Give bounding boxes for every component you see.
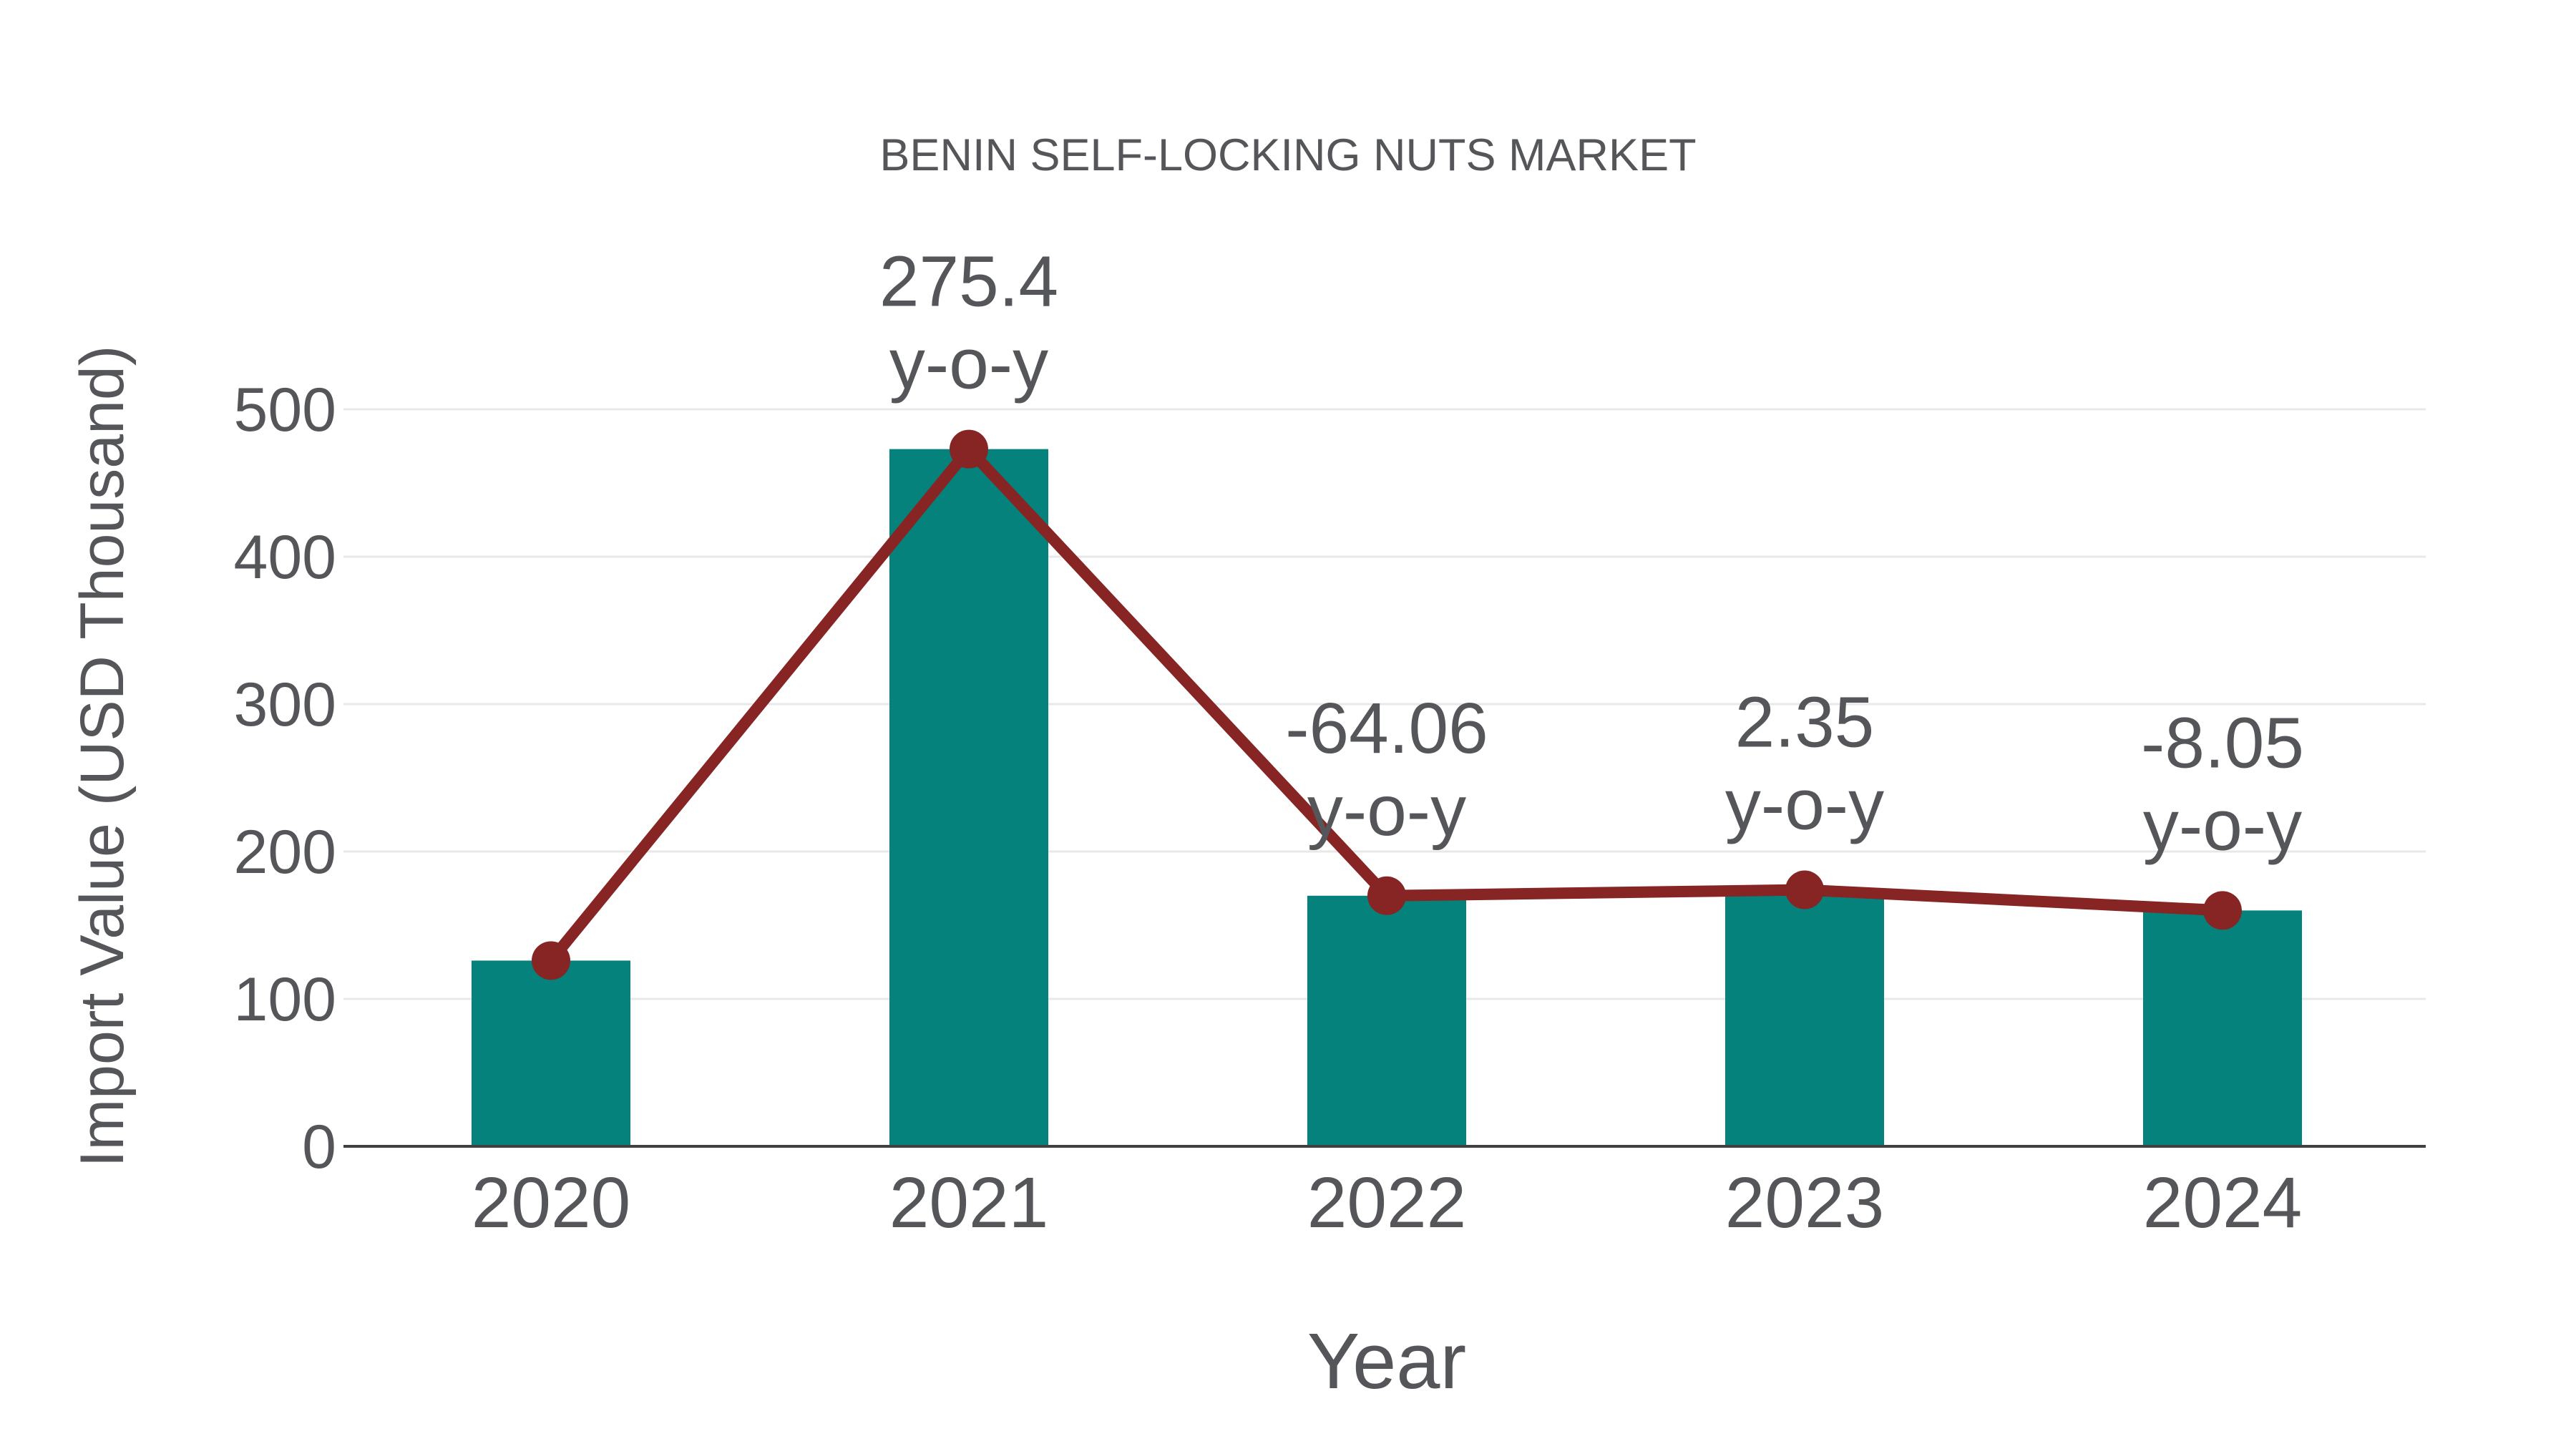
chart-title: BENIN SELF-LOCKING NUTS MARKET	[879, 130, 1696, 180]
x-axis-title: Year	[1307, 1317, 1466, 1405]
y-axis-title: Import Value (USD Thousand)	[68, 346, 137, 1168]
bar-2024	[2143, 910, 2302, 1146]
annotation-2022-value: -64.06	[1285, 688, 1488, 769]
y-tick-label-0: 0	[302, 1113, 336, 1181]
data-point-2020	[532, 941, 570, 980]
x-tick-label-2023: 2023	[1725, 1163, 1884, 1243]
annotation-2023-value: 2.35	[1735, 683, 1875, 763]
y-tick-label-100: 100	[234, 965, 337, 1034]
annotations-group: 275.4y-o-y-64.06y-o-y2.35y-o-y-8.05y-o-y	[879, 242, 2304, 866]
x-tick-label-2022: 2022	[1307, 1163, 1466, 1243]
y-tick-label-400: 400	[234, 523, 337, 592]
y-tick-label-300: 300	[234, 670, 337, 739]
bar-2020	[472, 960, 630, 1146]
bars-group	[472, 449, 2302, 1146]
annotation-2024-value: -8.05	[2141, 703, 2304, 783]
markers-group	[532, 429, 2242, 980]
annotation-2021-suffix: y-o-y	[889, 324, 1048, 404]
annotation-2023-suffix: y-o-y	[1725, 765, 1884, 845]
x-tick-label-2020: 2020	[472, 1163, 630, 1243]
annotation-2021-value: 275.4	[879, 242, 1058, 322]
annotation-2024-suffix: y-o-y	[2143, 785, 2302, 865]
x-tick-label-2021: 2021	[889, 1163, 1048, 1243]
annotation-2022-suffix: y-o-y	[1307, 771, 1466, 851]
data-point-2022	[1367, 876, 1406, 915]
data-point-2023	[1785, 870, 1824, 909]
y-tick-labels-group: 0 100 200 300 400 500	[234, 376, 337, 1181]
bar-2021	[889, 449, 1048, 1146]
x-tick-labels-group: 2020 2021 2022 2023 2024	[472, 1163, 2302, 1243]
bar-2023	[1725, 889, 1884, 1146]
gridlines-group	[343, 408, 2426, 1000]
data-point-2021	[950, 429, 988, 469]
y-tick-label-500: 500	[234, 376, 337, 444]
data-point-2024	[2203, 891, 2242, 930]
y-tick-label-200: 200	[234, 818, 337, 887]
bar-2022	[1307, 895, 1466, 1146]
x-tick-label-2024: 2024	[2143, 1163, 2302, 1243]
